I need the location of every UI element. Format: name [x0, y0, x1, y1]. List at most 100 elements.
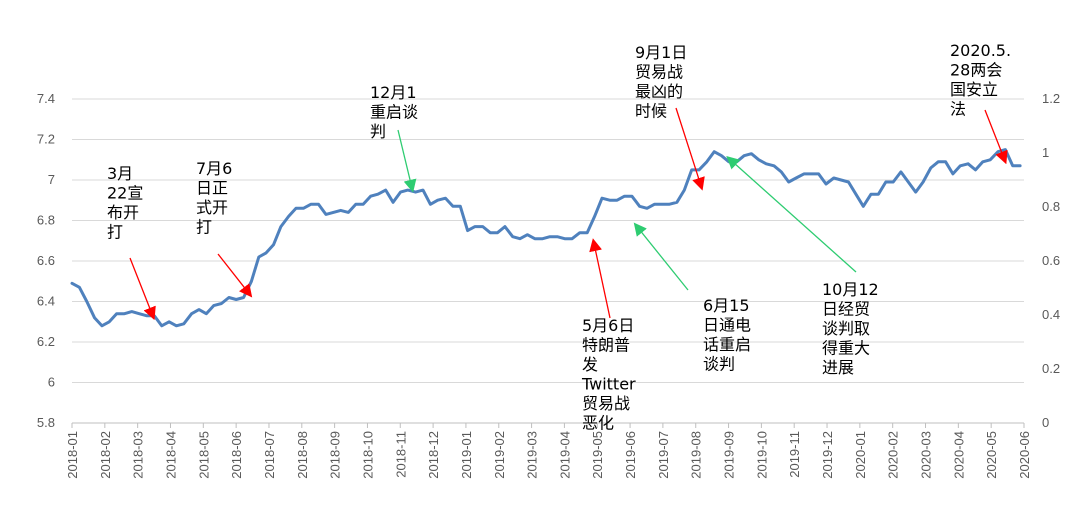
annotation-line: 谈判取 [822, 319, 870, 338]
annotation-arrow [589, 238, 611, 319]
y2-tick-label: 0 [1042, 415, 1049, 430]
annotation-line: 22宣 [107, 184, 143, 203]
y2-tick-label: 0.6 [1042, 253, 1060, 268]
annotation-line: 进展 [822, 358, 854, 377]
annotation-line: 贸易战 [582, 394, 630, 413]
annotation-arrow [726, 155, 857, 273]
y2-tick-label: 1 [1042, 145, 1049, 160]
annotation: 9月1日贸易战最凶的时候 [635, 43, 705, 191]
annotation-arrow [633, 222, 689, 291]
x-tick-label: 2018-06 [229, 431, 244, 479]
y2-tick-label: 0.2 [1042, 361, 1060, 376]
annotation-arrow [217, 253, 253, 298]
annotation-arrow [984, 109, 1008, 165]
annotation-arrow [397, 129, 417, 193]
annotation-text: 5月6日特朗普发 Twitter 贸易战恶化 [581, 316, 636, 433]
annotation-text: 6月15 日通电话重启谈判 [703, 296, 751, 374]
x-tick-label: 2018-09 [328, 431, 343, 479]
annotation: 3月 22宣布开打 [107, 164, 156, 321]
annotation: 10月12 日经贸谈判取得重大进展 [726, 155, 879, 377]
annotation-line: Twitter [581, 375, 636, 394]
annotation: 6月15 日通电话重启谈判 [633, 222, 751, 374]
y-tick-label: 6 [48, 375, 55, 390]
annotation-line: 重启谈 [370, 103, 418, 122]
x-tick-label: 2020-06 [1017, 431, 1032, 479]
x-tick-label: 2019-08 [689, 431, 704, 479]
annotation-line: 5月6日 [582, 316, 634, 335]
y-tick-label: 6.4 [37, 294, 55, 309]
annotation-line: 打 [196, 218, 212, 237]
y-tick-label: 7.4 [37, 91, 55, 106]
annotation-text: 3月 22宣布开打 [107, 164, 143, 242]
x-tick-label: 2019-04 [557, 431, 572, 479]
annotation-line: 法 [950, 100, 966, 119]
annotation-line: 28两会 [950, 61, 1002, 80]
x-tick-label: 2019-01 [459, 431, 474, 479]
annotation-line: 特朗普 [582, 336, 630, 355]
x-tick-label: 2018-05 [196, 431, 211, 479]
y-tick-label: 6.8 [37, 213, 55, 228]
y2-tick-label: 0.4 [1042, 307, 1060, 322]
y2-tick-label: 1.2 [1042, 91, 1060, 106]
annotation-line: 国安立 [950, 80, 998, 99]
y-tick-label: 6.2 [37, 334, 55, 349]
x-tick-label: 2019-03 [525, 431, 540, 479]
annotation-line: 日通电 [703, 316, 751, 335]
x-tick-label: 2018-11 [393, 431, 408, 478]
x-tick-label: 2020-01 [853, 431, 868, 479]
annotation-line: 式开 [196, 198, 228, 217]
x-axis: 2018-01 2018-02 2018-03 2018-04 2018-05 2018-… [65, 422, 1032, 479]
annotation-line: 12月1 [370, 83, 417, 102]
annotation-line: 恶化 [582, 414, 614, 433]
x-tick-label: 2020-03 [919, 431, 934, 479]
x-tick-label: 2019-10 [754, 431, 769, 479]
annotation-arrow [675, 107, 705, 191]
x-tick-label: 2019-12 [820, 431, 835, 479]
gridlines [72, 98, 1024, 424]
x-tick-label: 2018-07 [262, 431, 277, 479]
y2-tick-label: 0.8 [1042, 199, 1060, 214]
x-tick-label: 2018-02 [98, 431, 113, 479]
annotation-line: 2020.5. [950, 41, 1011, 60]
annotation: 12月1 重启谈判 [370, 83, 418, 193]
x-tick-label: 2019-05 [590, 431, 605, 479]
y-tick-label: 5.8 [37, 415, 55, 430]
annotation-line: 话重启 [703, 335, 751, 354]
y-axis-left: 5.8 6 6.2 6.4 6.6 6.8 7 7.2 7.4 [37, 91, 55, 430]
x-tick-label: 2020-04 [951, 431, 966, 479]
x-tick-label: 2019-02 [492, 431, 507, 479]
annotation-text: 12月1 重启谈判 [370, 83, 418, 141]
x-tick-label: 2019-06 [623, 431, 638, 479]
annotation-line: 7月6 [196, 159, 232, 178]
x-tick-label: 2018-04 [163, 431, 178, 479]
y-axis-right: 0 0.2 0.4 0.6 0.8 1 1.2 [1042, 91, 1060, 430]
annotation-text: 7月6 日正式开打 [196, 159, 232, 237]
annotation-line: 最凶的 [635, 82, 683, 101]
series-line [70, 148, 1022, 328]
x-tick-label: 2018-08 [295, 431, 310, 479]
x-tick-label: 2020-05 [984, 431, 999, 479]
y-tick-label: 7 [48, 172, 55, 187]
y-tick-label: 6.6 [37, 253, 55, 268]
annotation-line: 得重大 [822, 339, 870, 358]
y-tick-label: 7.2 [37, 132, 55, 147]
x-tick-label: 2020-02 [886, 431, 901, 479]
annotation-line: 日正 [196, 179, 228, 198]
annotation-line: 10月12 [822, 280, 879, 299]
annotation: 2020.5. 28两会国安立法 [950, 41, 1011, 165]
annotation-text: 10月12 日经贸谈判取得重大进展 [822, 280, 879, 377]
series-layer [70, 148, 1022, 328]
x-tick-label: 2018-01 [65, 431, 80, 479]
annotation-line: 日经贸 [822, 300, 870, 319]
annotation-line: 贸易战 [635, 63, 683, 82]
annotation-line: 打 [107, 223, 123, 242]
annotation-text: 2020.5. 28两会国安立法 [950, 41, 1011, 119]
annotation-line: 3月 [107, 164, 133, 183]
x-tick-label: 2018-12 [426, 431, 441, 479]
x-tick-label: 2019-07 [656, 431, 671, 479]
annotation-text: 9月1日贸易战最凶的时候 [635, 43, 687, 121]
x-tick-label: 2018-10 [360, 431, 375, 479]
